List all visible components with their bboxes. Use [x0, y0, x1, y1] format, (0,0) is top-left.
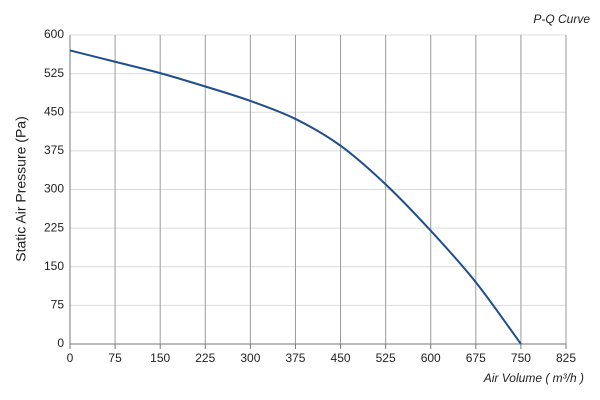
x-tick-label: 825	[556, 351, 576, 365]
x-tick-label: 225	[195, 351, 215, 365]
y-tick-label: 225	[44, 220, 64, 234]
y-tick-label: 75	[51, 298, 65, 312]
pq-curve	[69, 49, 522, 345]
x-tick-label: 525	[376, 351, 396, 365]
x-axis-label: Air Volume ( m³/h )	[483, 371, 584, 385]
x-tick-label: 75	[108, 351, 122, 365]
y-tick-label: 0	[57, 336, 64, 350]
x-tick-label: 375	[285, 351, 305, 365]
chart-title: P-Q Curve	[533, 12, 590, 26]
y-tick-label: 525	[44, 66, 64, 80]
y-tick-label: 450	[44, 104, 64, 118]
x-tick-label: 600	[421, 351, 441, 365]
y-tick-label: 600	[44, 27, 64, 41]
x-tick-label: 450	[331, 351, 351, 365]
y-axis-label: Static Air Pressure (Pa)	[13, 116, 29, 262]
y-tick-label: 150	[44, 259, 64, 273]
x-tick-label: 300	[240, 351, 260, 365]
y-tick-label: 300	[44, 182, 64, 196]
y-tick-label: 375	[44, 143, 64, 157]
x-tick-label: 150	[150, 351, 170, 365]
x-tick-label: 675	[466, 351, 486, 365]
x-tick-label: 750	[511, 351, 531, 365]
x-tick-label: 0	[67, 351, 74, 365]
